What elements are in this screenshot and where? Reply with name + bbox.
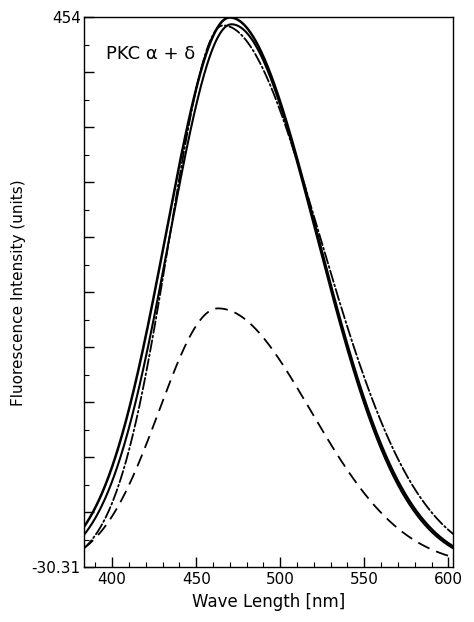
X-axis label: Wave Length [nm]: Wave Length [nm]	[192, 593, 345, 611]
Y-axis label: Fluorescence Intensity (units): Fluorescence Intensity (units)	[11, 179, 26, 406]
Text: PKC α + δ: PKC α + δ	[106, 45, 195, 63]
